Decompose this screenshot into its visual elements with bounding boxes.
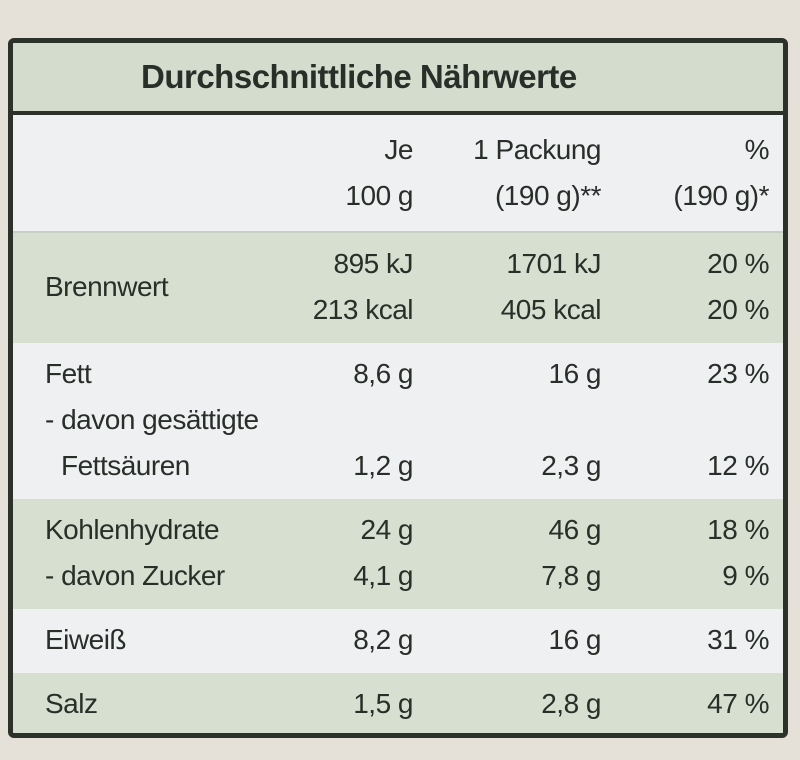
- header-text: %: [744, 134, 770, 165]
- value-cell: 24 g: [278, 507, 414, 553]
- nutrient-row: Eiweiß 8,2 g 16 g 31 %: [13, 617, 783, 663]
- header-text: Je: [384, 134, 413, 165]
- nutrient-label: Brennwert: [13, 264, 278, 310]
- header-text: 1 Packung: [473, 134, 601, 165]
- value-text: 12 %: [707, 450, 769, 481]
- value-cell: 46 g: [413, 507, 602, 553]
- value-text: 213 kcal: [312, 294, 414, 325]
- header-row: Je 100 g 1 Packung (190 g)**% (190 g)*: [13, 115, 783, 233]
- value-cell: 7,8 g: [413, 553, 601, 599]
- value-cell: 895 kJ 213 kcal: [278, 241, 414, 333]
- row-group: Salz 1,5 g 2,8 g 47 %: [13, 673, 783, 733]
- nutrient-label: Fett: [13, 351, 278, 397]
- value-cell: 1,5 g: [278, 681, 413, 727]
- nutrient-row: - davon Zucker 4,1 g 7,8 g 9 %: [13, 553, 783, 599]
- table-body: Brennwert 895 kJ 213 kcal 1701 kJ 405 kcal 20…: [13, 233, 783, 733]
- value-cell: 31 %: [601, 617, 769, 663]
- value-text: 9 %: [722, 560, 769, 591]
- label-text: - davon Zucker: [45, 560, 225, 591]
- value-text: 4,1 g: [353, 560, 413, 591]
- value-cell: 8,6 g: [278, 351, 413, 397]
- value-cell: 20 % 20 %: [601, 241, 769, 333]
- nutrient-row: - davon gesättigte Fettsäuren 1,2 g 2,3 g 12…: [13, 397, 783, 489]
- value-cell: 23 %: [601, 351, 769, 397]
- header-text: (190 g)**: [494, 180, 602, 211]
- value-text: 1,5 g: [353, 688, 413, 719]
- nutrient-label: Salz: [13, 681, 278, 727]
- value-text: 405 kcal: [500, 294, 602, 325]
- label-text: - davon gesättigte: [45, 404, 259, 435]
- value-text: 18 %: [707, 514, 769, 545]
- nutrient-label: - davon gesättigte Fettsäuren: [13, 397, 278, 489]
- label-text: Brennwert: [45, 271, 169, 302]
- value-cell: 1,2 g: [278, 443, 413, 489]
- value-text: 20 %: [707, 248, 769, 279]
- value-cell: 9 %: [601, 553, 769, 599]
- nutrient-label: Eiweiß: [13, 617, 278, 663]
- value-cell: 16 g: [413, 617, 602, 663]
- nutrient-label: - davon Zucker: [13, 553, 278, 599]
- header-text: 100 g: [345, 180, 413, 211]
- label-text: Salz: [45, 688, 98, 719]
- value-text: 31 %: [707, 624, 769, 655]
- value-cell: 18 %: [601, 507, 769, 553]
- value-text: 7,8 g: [541, 560, 601, 591]
- value-cell: 12 %: [601, 443, 769, 489]
- header-cell: % (190 g)*: [601, 127, 769, 219]
- value-text: 47 %: [707, 688, 769, 719]
- nutrient-row: Kohlenhydrate 24 g 46 g 18 %: [13, 507, 783, 553]
- label-text: Fett: [45, 358, 92, 389]
- nutrient-row: Fett 8,6 g 16 g 23 %: [13, 351, 783, 397]
- header-cell: 1 Packung (190 g)**: [413, 127, 601, 219]
- value-cell: 2,8 g: [413, 681, 601, 727]
- value-text: 2,8 g: [541, 688, 601, 719]
- value-text: 23 %: [707, 358, 769, 389]
- value-text: 16 g: [548, 624, 602, 655]
- label-text: Kohlenhydrate: [45, 514, 220, 545]
- value-text: 8,6 g: [353, 358, 413, 389]
- label-text: Eiweiß: [45, 624, 127, 655]
- header-spacer: [13, 127, 278, 219]
- value-cell: 1701 kJ 405 kcal: [413, 241, 602, 333]
- value-text: 8,2 g: [353, 624, 413, 655]
- value-text: 20 %: [707, 294, 769, 325]
- label-text: Fettsäuren: [61, 450, 190, 481]
- value-text: 1701 kJ: [506, 248, 601, 279]
- value-cell: 47 %: [601, 681, 769, 727]
- row-group: Eiweiß 8,2 g 16 g 31 %: [13, 609, 783, 673]
- value-text: 24 g: [360, 514, 414, 545]
- label-title: Durchschnittliche Nährwerte: [13, 43, 783, 115]
- value-cell: 16 g: [413, 351, 602, 397]
- row-group: Fett 8,6 g 16 g 23 % - davon gesättigte Fetts…: [13, 343, 783, 499]
- value-text: 1,2 g: [353, 450, 413, 481]
- value-cell: 8,2 g: [278, 617, 413, 663]
- value-text: 46 g: [548, 514, 602, 545]
- value-cell: 2,3 g: [413, 443, 601, 489]
- value-text: 16 g: [548, 358, 602, 389]
- row-group: Brennwert 895 kJ 213 kcal 1701 kJ 405 kcal 20…: [13, 233, 783, 343]
- value-text: 895 kJ: [333, 248, 414, 279]
- nutrient-row: Salz 1,5 g 2,8 g 47 %: [13, 681, 783, 727]
- value-text: 2,3 g: [541, 450, 601, 481]
- value-cell: 4,1 g: [278, 553, 413, 599]
- row-group: Kohlenhydrate 24 g 46 g 18 % - davon Zucker 4…: [13, 499, 783, 609]
- nutrient-label: Kohlenhydrate: [13, 507, 278, 553]
- header-text: (190 g)*: [673, 180, 769, 211]
- header-cell: Je 100 g: [278, 127, 413, 219]
- nutrient-row: Brennwert 895 kJ 213 kcal 1701 kJ 405 kcal 20…: [13, 241, 783, 333]
